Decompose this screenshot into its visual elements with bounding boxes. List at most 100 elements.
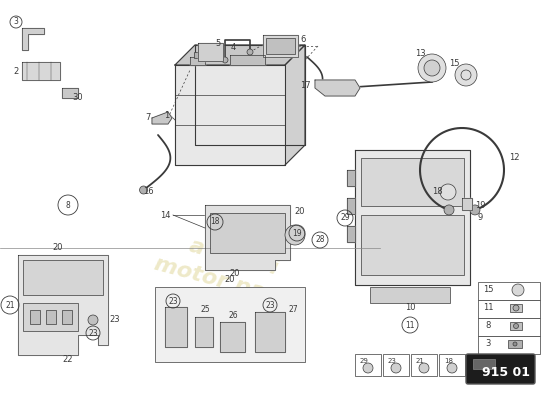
Text: 23: 23: [265, 300, 275, 310]
Polygon shape: [230, 55, 265, 65]
Circle shape: [514, 324, 519, 328]
Text: 20: 20: [53, 242, 63, 252]
Bar: [411, 354, 437, 376]
FancyBboxPatch shape: [466, 354, 535, 384]
Circle shape: [424, 60, 440, 76]
Text: 15: 15: [449, 58, 459, 68]
Polygon shape: [195, 45, 305, 145]
Polygon shape: [165, 307, 187, 347]
Polygon shape: [175, 45, 305, 65]
Text: 8: 8: [485, 322, 491, 330]
Text: 20: 20: [295, 208, 305, 216]
Text: 11: 11: [405, 320, 415, 330]
Circle shape: [140, 186, 147, 194]
Text: 1: 1: [164, 110, 169, 120]
Text: 13: 13: [415, 48, 425, 58]
Circle shape: [418, 54, 446, 82]
Text: 16: 16: [142, 188, 153, 196]
Bar: [478, 336, 540, 354]
Circle shape: [285, 225, 305, 245]
Bar: [439, 354, 465, 376]
Polygon shape: [347, 170, 355, 186]
Polygon shape: [205, 205, 290, 270]
Text: a priori
motor parts: a priori motor parts: [152, 228, 308, 312]
Text: 15: 15: [483, 286, 493, 294]
Bar: [46, 310, 56, 324]
Bar: [478, 318, 540, 336]
Polygon shape: [22, 28, 44, 50]
Polygon shape: [263, 35, 298, 57]
Circle shape: [444, 205, 454, 215]
Bar: [370, 287, 450, 303]
Bar: [210, 213, 285, 253]
Circle shape: [447, 363, 457, 373]
Text: 18: 18: [444, 358, 453, 364]
Bar: [23, 260, 103, 295]
Circle shape: [513, 305, 519, 311]
Bar: [508, 340, 522, 348]
Text: 23: 23: [388, 358, 397, 364]
Bar: [30, 310, 40, 324]
Text: 4: 4: [230, 44, 235, 52]
Polygon shape: [462, 198, 472, 210]
Circle shape: [470, 205, 480, 215]
Circle shape: [419, 363, 429, 373]
Polygon shape: [285, 45, 305, 165]
Text: 2: 2: [13, 66, 19, 76]
Bar: [361, 215, 464, 275]
Bar: [510, 322, 522, 330]
Text: 28: 28: [315, 236, 324, 244]
Polygon shape: [315, 80, 360, 96]
Text: 5: 5: [216, 38, 221, 48]
Bar: [383, 354, 409, 376]
Polygon shape: [355, 150, 470, 285]
Text: 23: 23: [88, 328, 98, 338]
Bar: [266, 38, 295, 54]
Text: 3: 3: [485, 340, 491, 348]
Polygon shape: [175, 65, 285, 165]
Text: 14: 14: [160, 210, 170, 220]
Polygon shape: [220, 322, 245, 352]
Bar: [361, 158, 464, 206]
Polygon shape: [152, 112, 172, 124]
Circle shape: [88, 315, 98, 325]
Text: 10: 10: [405, 302, 415, 312]
Bar: [62, 310, 72, 324]
Text: 22: 22: [63, 356, 73, 364]
Text: 26: 26: [228, 310, 238, 320]
Circle shape: [222, 57, 228, 63]
Bar: [473, 359, 495, 369]
Text: 9: 9: [477, 212, 483, 222]
Circle shape: [391, 363, 401, 373]
Text: 23: 23: [109, 316, 120, 324]
Text: 6: 6: [300, 36, 306, 44]
Circle shape: [247, 49, 253, 55]
Text: 3: 3: [14, 18, 19, 26]
Text: 29: 29: [340, 214, 350, 222]
Polygon shape: [22, 62, 60, 80]
Circle shape: [363, 363, 373, 373]
Polygon shape: [18, 255, 108, 355]
Polygon shape: [62, 88, 78, 98]
Text: 29: 29: [360, 358, 369, 364]
Text: 20: 20: [230, 268, 240, 278]
Polygon shape: [255, 312, 285, 352]
Polygon shape: [198, 43, 223, 61]
Text: 20: 20: [225, 274, 235, 284]
Bar: [23, 303, 78, 331]
Bar: [355, 354, 381, 376]
Circle shape: [512, 284, 524, 296]
Text: 19: 19: [475, 200, 485, 210]
Text: 18: 18: [210, 218, 220, 226]
Text: 18: 18: [432, 188, 442, 196]
Polygon shape: [190, 57, 205, 65]
Text: 25: 25: [200, 304, 210, 314]
Circle shape: [440, 184, 456, 200]
Text: 23: 23: [168, 296, 178, 306]
Text: 21: 21: [416, 358, 425, 364]
Bar: [478, 300, 540, 318]
Text: 17: 17: [300, 80, 310, 90]
Circle shape: [455, 64, 477, 86]
Text: 915 01: 915 01: [481, 366, 530, 380]
Bar: [510, 304, 522, 312]
